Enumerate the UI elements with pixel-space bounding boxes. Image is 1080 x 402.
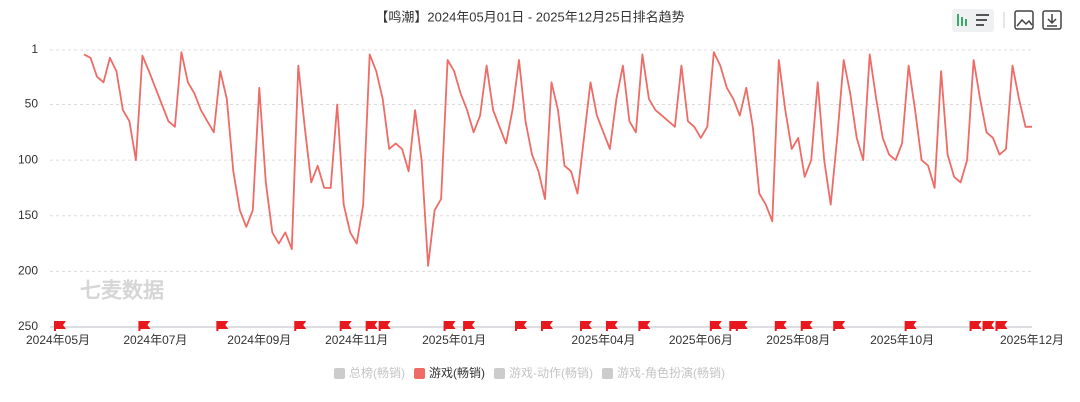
event-flag [774,321,787,331]
toolbar [952,9,1062,32]
legend-label[interactable]: 游戏-角色扮演(畅销) [617,365,725,380]
event-flag [579,321,592,331]
y-tick-label: 200 [18,264,38,278]
event-flag [995,321,1008,331]
event-flag [294,321,307,331]
legend-label[interactable]: 游戏(畅销) [429,366,485,380]
event-flag [54,321,66,331]
x-tick-label: 2025年06月 [669,333,733,347]
event-flag [378,321,391,331]
event-flag [969,321,982,331]
event-flag [339,321,352,331]
x-tick-label: 2024年09月 [227,333,291,347]
image-glyph [1016,18,1033,27]
x-tick-label: 2025年10月 [870,333,934,347]
x-tick-label: 2025年04月 [571,333,635,347]
x-tick-label: 2025年12月 [1000,333,1064,347]
x-tick-label: 2024年11月 [325,333,388,347]
event-flag [833,321,846,331]
event-flag [443,321,456,331]
event-flag [638,321,651,331]
event-flag [709,321,722,331]
legend-label[interactable]: 总榜(畅销) [349,365,405,380]
download-glyph [1047,14,1057,27]
download-icon[interactable] [1042,10,1062,30]
list-icon[interactable] [976,14,989,26]
event-flag [515,321,528,331]
event-flag [138,321,151,331]
x-tick-label: 2024年07月 [123,333,187,347]
y-tick-label: 1 [31,42,38,56]
y-tick-label: 50 [25,97,39,111]
legend-swatch[interactable] [414,368,425,379]
y-tick-label: 150 [18,208,38,222]
event-flag [904,321,917,331]
chart-title: 【鸣潮】2024年05月01日 - 2025年12月25日排名趋势 [375,9,684,24]
save-image-icon[interactable] [1014,10,1034,30]
line-series [83,51,1032,267]
bar-icon[interactable] [957,14,967,26]
y-tick-label: 100 [18,152,38,166]
event-flag [605,321,618,331]
legend-swatch[interactable] [494,368,505,379]
event-flag [541,321,553,331]
event-flag [982,321,995,331]
y-tick-label: 250 [18,319,38,333]
event-flag [463,321,476,331]
legend-swatch[interactable] [334,368,345,379]
event-flag [735,321,748,331]
watermark: 七麦数据 [80,279,164,303]
x-tick-label: 2025年08月 [766,333,830,347]
legend-label[interactable]: 游戏-动作(畅销) [509,366,593,380]
event-flag [800,321,813,331]
x-tick-label: 2024年05月 [26,333,90,347]
event-flag [216,321,229,331]
x-tick-label: 2025年01月 [422,333,486,347]
event-flag [365,321,378,331]
legend-swatch[interactable] [602,368,613,379]
